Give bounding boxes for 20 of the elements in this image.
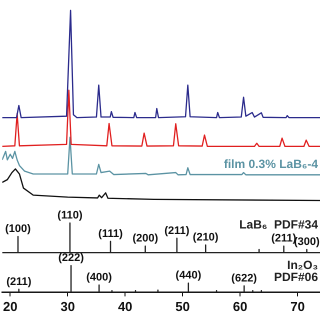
x-tick-label: 30 bbox=[60, 298, 75, 314]
series-label: In₂O₃ PDF#06 bbox=[274, 258, 318, 284]
annotation: (622) bbox=[231, 272, 258, 284]
annotation: (100) bbox=[5, 223, 32, 236]
annotation: (400) bbox=[86, 272, 112, 284]
x-tick-label: 50 bbox=[175, 298, 190, 314]
series-label: film 0.3% LaB₆-4 bbox=[224, 156, 318, 171]
x-tick-label: 70 bbox=[290, 298, 305, 314]
annotation: (211) bbox=[6, 276, 32, 288]
annotation: (211) bbox=[164, 224, 190, 237]
x-tick-label: 20 bbox=[2, 298, 18, 314]
series-label: LaB₆ PDF#34 bbox=[239, 217, 318, 232]
x-tick-label: 60 bbox=[232, 298, 248, 314]
annotation: (440) bbox=[176, 270, 202, 282]
annotation: (200) bbox=[132, 232, 158, 245]
annotation: (110) bbox=[57, 210, 83, 222]
annotation: (111) bbox=[98, 228, 124, 240]
x-tick-label: 40 bbox=[118, 298, 132, 314]
annotation: (222) bbox=[58, 252, 84, 264]
annotation: (210) bbox=[192, 232, 219, 244]
